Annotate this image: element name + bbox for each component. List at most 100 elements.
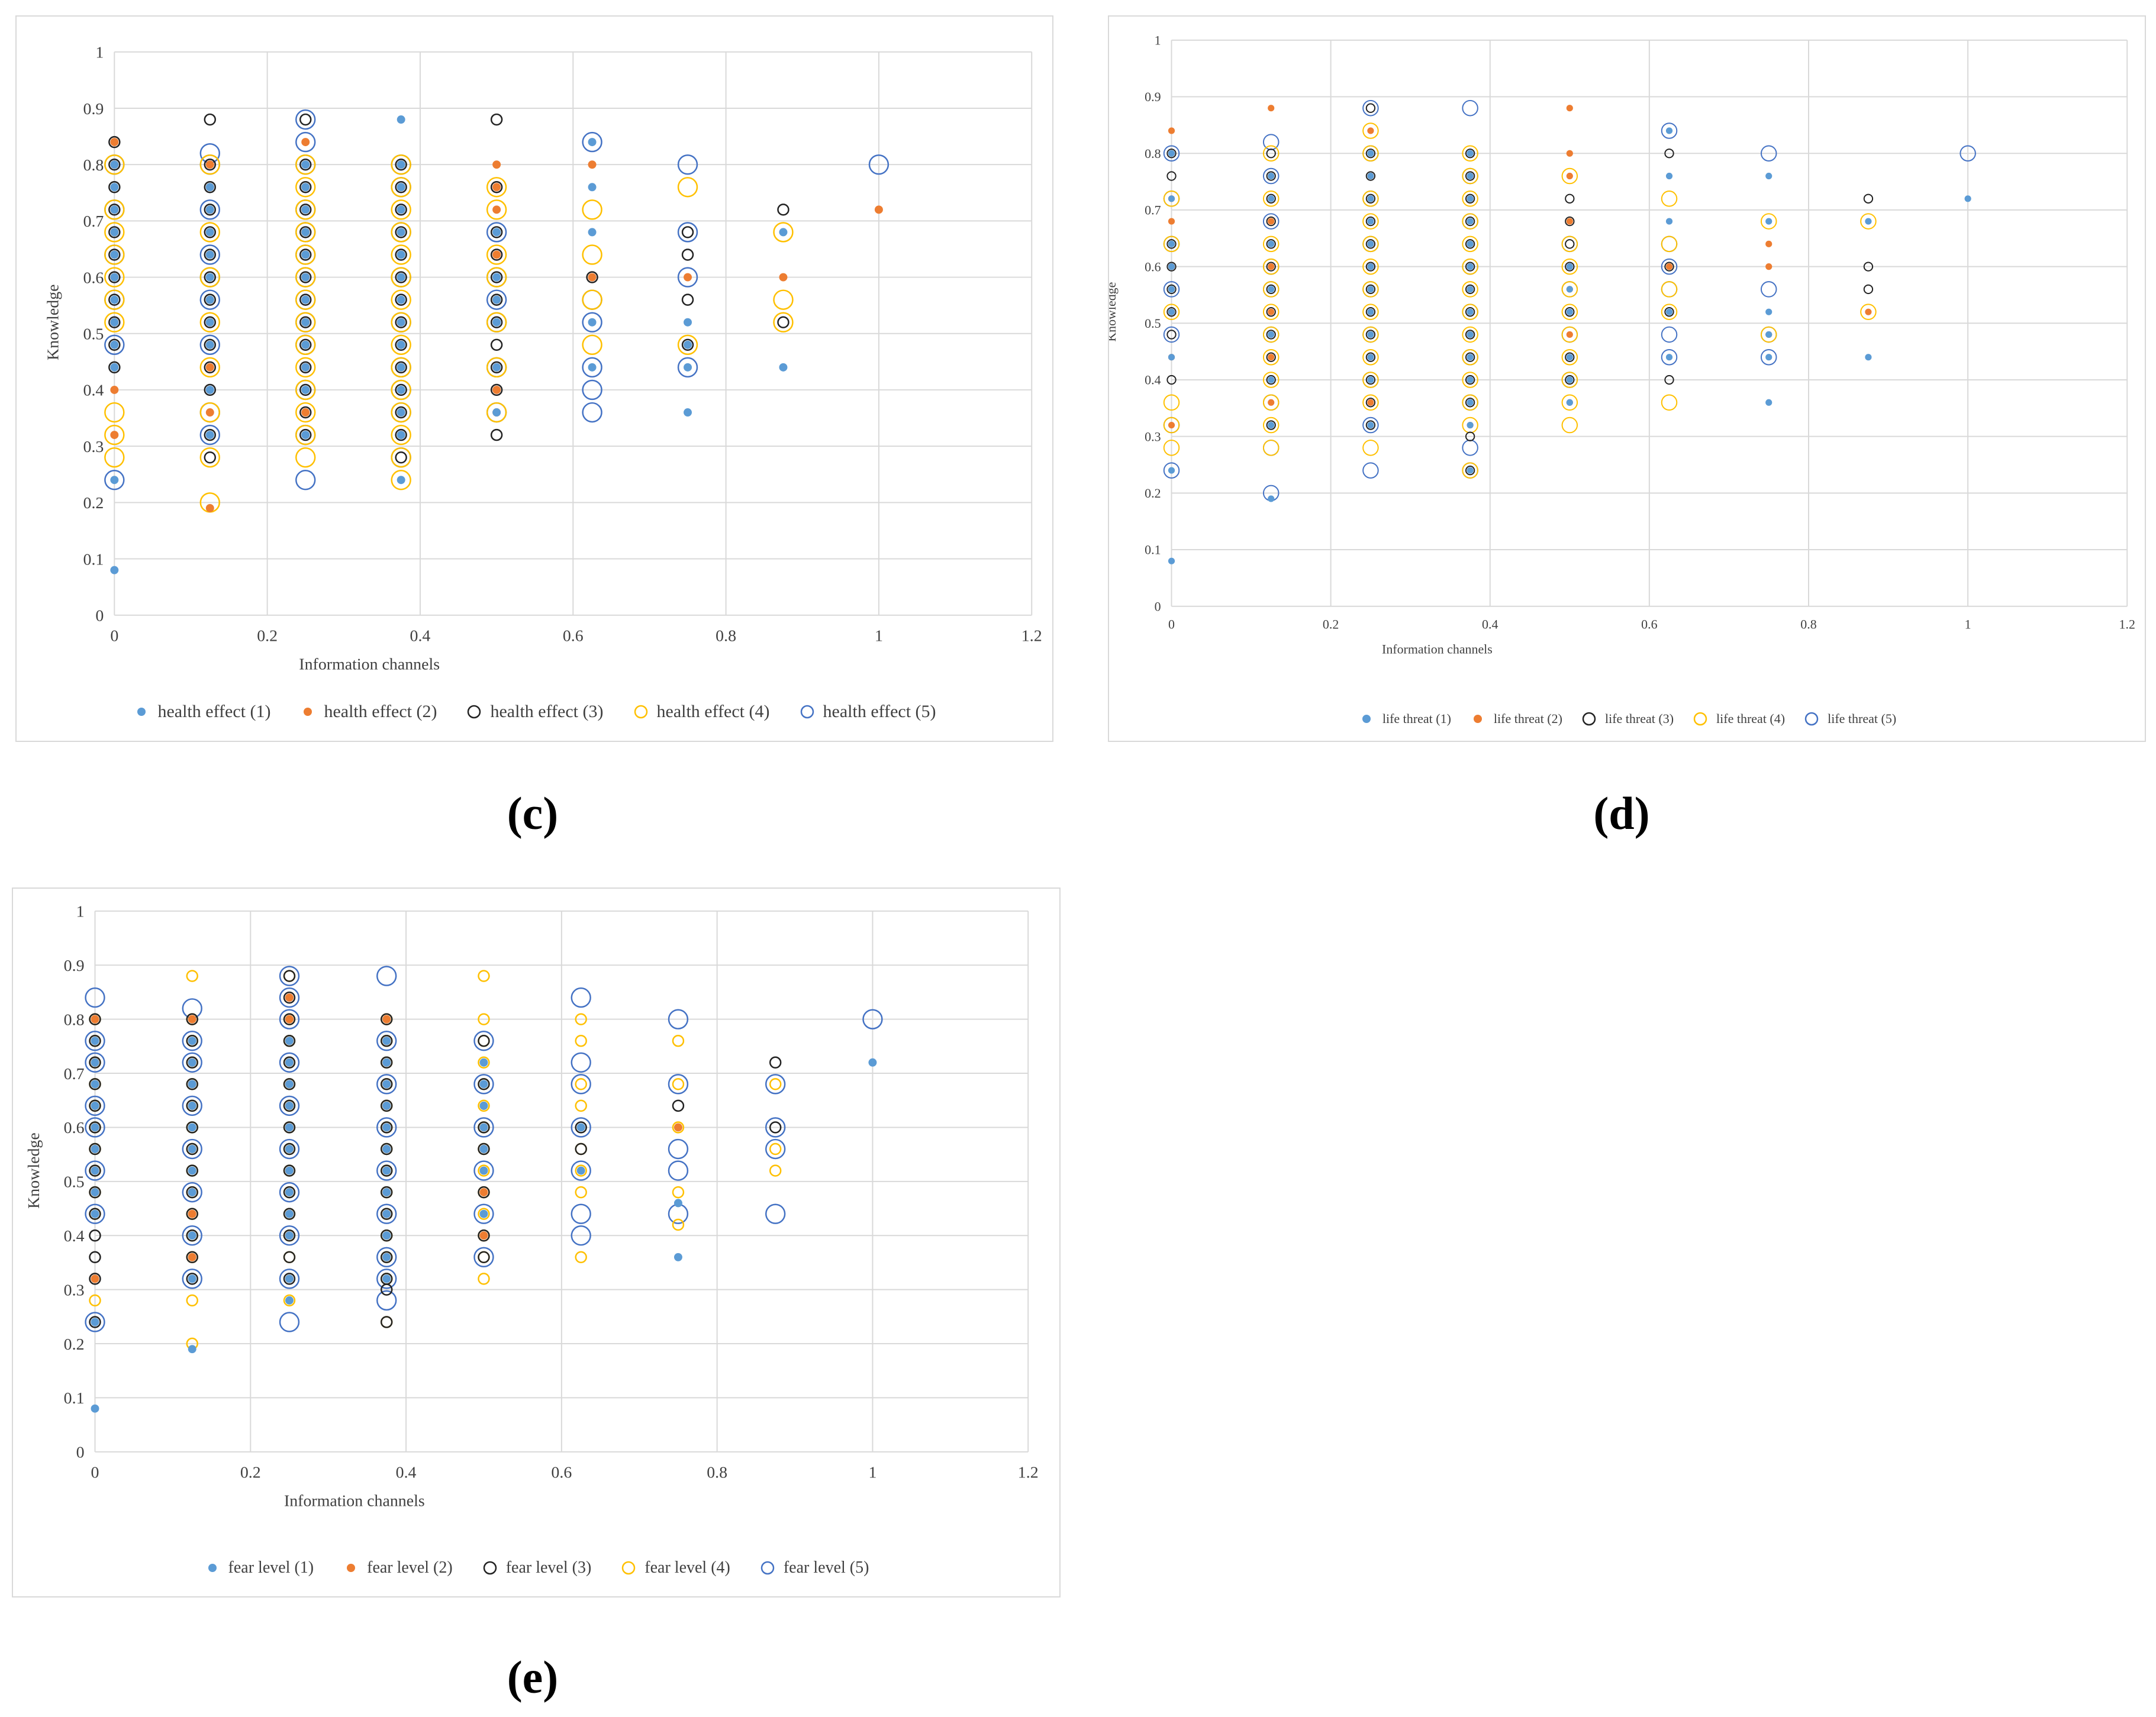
data-point	[582, 402, 602, 423]
data-point	[1268, 105, 1275, 112]
data-point	[295, 222, 316, 243]
series-3	[108, 113, 789, 464]
data-point	[1462, 372, 1478, 388]
data-point	[104, 470, 125, 490]
data-point	[588, 183, 597, 192]
data-point	[110, 205, 119, 214]
data-point	[204, 293, 216, 306]
data-point	[299, 158, 312, 171]
legend-label: life threat (2)	[1493, 711, 1562, 726]
data-point	[1166, 330, 1177, 340]
data-point	[108, 135, 121, 149]
data-point	[490, 271, 503, 283]
y-tick-label: 0.4	[64, 1227, 85, 1245]
y-axis-title: Knowledge	[1109, 282, 1119, 342]
legend-label: life threat (4)	[1716, 711, 1786, 726]
data-point	[1163, 145, 1180, 162]
data-point	[1168, 195, 1175, 202]
x-tick-label: 0	[1168, 617, 1175, 632]
data-point	[285, 1274, 294, 1283]
data-point	[299, 226, 312, 238]
data-point	[1268, 263, 1275, 270]
data-point	[1367, 263, 1374, 270]
data-point	[299, 293, 312, 306]
data-point	[283, 1013, 296, 1025]
data-point	[279, 1095, 300, 1116]
data-point	[684, 340, 692, 349]
data-point	[395, 406, 407, 419]
legend-marker	[483, 1561, 497, 1575]
data-point	[1365, 306, 1376, 317]
data-point	[1262, 167, 1280, 185]
data-point	[285, 1058, 294, 1067]
data-point	[91, 1058, 99, 1067]
data-point	[381, 1273, 393, 1285]
data-point	[1163, 191, 1180, 207]
data-point	[299, 271, 312, 283]
x-tick-label: 1	[868, 1464, 876, 1482]
data-point	[382, 1231, 391, 1240]
x-tick-label: 0.8	[1800, 617, 1816, 632]
data-point	[104, 244, 125, 265]
data-point	[89, 1316, 101, 1328]
data-point	[382, 1058, 391, 1067]
data-point	[91, 1037, 99, 1045]
data-point	[490, 316, 503, 328]
data-point	[395, 316, 407, 328]
data-point	[478, 1251, 490, 1264]
data-point	[301, 138, 310, 147]
data-point	[1163, 394, 1180, 411]
data-point	[397, 205, 405, 214]
data-point	[285, 1209, 294, 1218]
data-point	[91, 1101, 99, 1110]
data-point	[1664, 375, 1674, 385]
data-point	[1565, 216, 1575, 227]
data-point	[582, 334, 602, 355]
data-point	[381, 1229, 393, 1242]
data-point	[1566, 399, 1573, 406]
data-point	[492, 295, 501, 304]
legend-label: health effect (4)	[656, 702, 770, 721]
data-point	[391, 244, 411, 265]
data-point	[588, 273, 597, 282]
data-point	[186, 1078, 198, 1090]
data-point	[1565, 375, 1575, 385]
data-point	[1765, 218, 1773, 225]
data-point	[1661, 326, 1678, 343]
data-point	[1262, 348, 1280, 366]
data-point	[1168, 150, 1175, 157]
x-tick-label: 0.6	[1641, 617, 1657, 632]
data-point	[397, 318, 405, 327]
data-point	[576, 1166, 585, 1175]
y-tick-label: 0.3	[1145, 429, 1161, 444]
data-point	[285, 1123, 294, 1132]
data-point	[301, 340, 310, 349]
data-point	[588, 138, 597, 147]
data-point	[91, 1404, 99, 1413]
data-point	[283, 1294, 296, 1307]
data-point	[1467, 150, 1474, 157]
data-point	[1367, 399, 1374, 406]
data-point	[1561, 281, 1578, 298]
chart-plot-e: 0 0.1 0.2 0.3 0.4 0.5 0.6 0.7 0.8 0.9 1 0 0.2 0.4 0.6 0…	[25, 903, 1039, 1511]
data-point	[588, 318, 597, 327]
data-point	[1266, 420, 1276, 430]
data-point	[575, 1099, 587, 1112]
data-point	[571, 1052, 591, 1073]
chart-plot-d: 0 0.1 0.2 0.3 0.4 0.5 0.6 0.7 0.8 0.9 1 0 0.2 0.4 0.6 0…	[1109, 33, 2135, 657]
data-point	[478, 1078, 490, 1090]
y-axis-title: Knowledge	[44, 284, 63, 360]
y-tick-label: 0.5	[1145, 316, 1161, 331]
data-point	[1467, 421, 1474, 429]
data-point	[479, 1231, 488, 1240]
data-point	[1367, 150, 1374, 157]
data-point	[1163, 326, 1180, 343]
data-point	[1365, 420, 1376, 430]
data-point	[479, 1188, 488, 1197]
data-point	[395, 338, 407, 351]
data-point	[295, 131, 316, 153]
legend-marker	[347, 1564, 356, 1572]
data-point	[1860, 213, 1877, 230]
data-point	[283, 1142, 296, 1156]
data-point	[108, 181, 121, 193]
